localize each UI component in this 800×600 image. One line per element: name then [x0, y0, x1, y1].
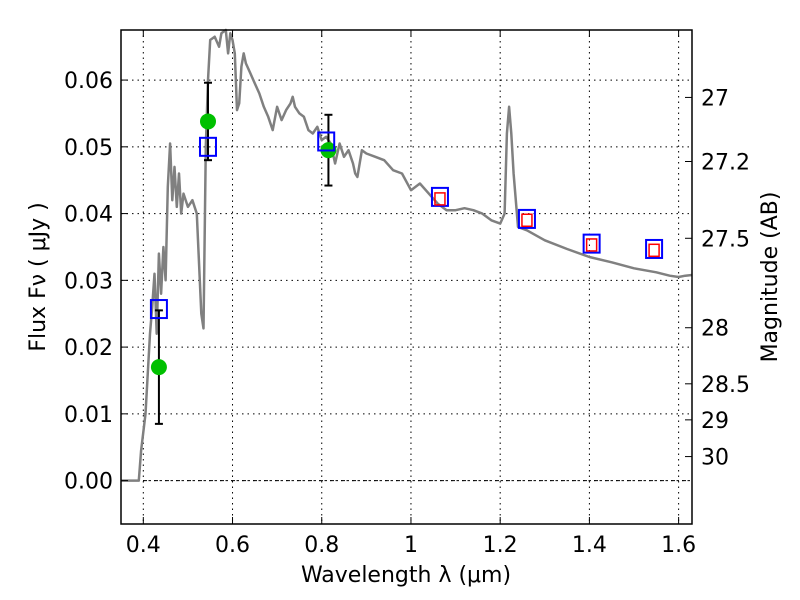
y2-tick-label: 29 [701, 409, 729, 434]
y-tick-label: 0.03 [64, 269, 113, 294]
y2-tick-label: 30 [701, 446, 729, 471]
y2-tick-label: 27.5 [701, 227, 750, 252]
y-tick-label: 0.06 [64, 69, 113, 94]
model-band-square [317, 131, 336, 152]
predicted-mag-square [648, 243, 660, 258]
x-tick-label: 1.6 [661, 533, 696, 558]
plot-layer [121, 28, 693, 482]
y2-tick-label: 27 [701, 86, 729, 111]
tick-layer: 0.4 0.6 0.8 1 1.2 1.4 1.6 0.00 0.01 0.02 0.03 0.04 0… [64, 30, 750, 558]
y2-tick-label: 28 [701, 317, 729, 342]
model-band-square [149, 299, 168, 320]
y-tick-label: 0.02 [64, 336, 113, 361]
x-tick-label: 1.4 [572, 533, 607, 558]
x-axis-title: Wavelength λ (μm) [301, 563, 511, 588]
y-tick-label: 0.00 [64, 470, 113, 495]
plot-frame [120, 29, 693, 525]
y-tick-label: 0.05 [64, 136, 113, 161]
model-band-square [430, 186, 449, 207]
x-tick-label: 1 [404, 533, 418, 558]
model-band-square [517, 208, 536, 229]
predicted-mag-square [521, 213, 533, 228]
y-axis-title: Flux Fν ( μJy ) [26, 202, 51, 351]
x-tick-label: 0.6 [215, 533, 250, 558]
sed-model-curve [121, 28, 693, 482]
x-tick-label: 0.8 [304, 533, 339, 558]
observed-flux-point [150, 359, 167, 376]
predicted-mag-square [585, 238, 598, 252]
y-tick-label: 0.01 [64, 403, 113, 428]
y-tick-label: 0.04 [64, 203, 113, 228]
x-tick-label: 0.4 [126, 533, 161, 558]
predicted-mag-square [434, 192, 446, 206]
model-band-square [198, 136, 217, 157]
x-tick-label: 1.2 [483, 533, 518, 558]
y2-axis-title: Magnitude (AB) [758, 192, 783, 363]
model-band-square [645, 238, 664, 259]
model-band-square [582, 233, 601, 254]
observed-flux-point [199, 113, 216, 130]
y2-tick-label: 27.2 [701, 151, 750, 176]
y2-tick-label: 28.5 [701, 373, 750, 398]
